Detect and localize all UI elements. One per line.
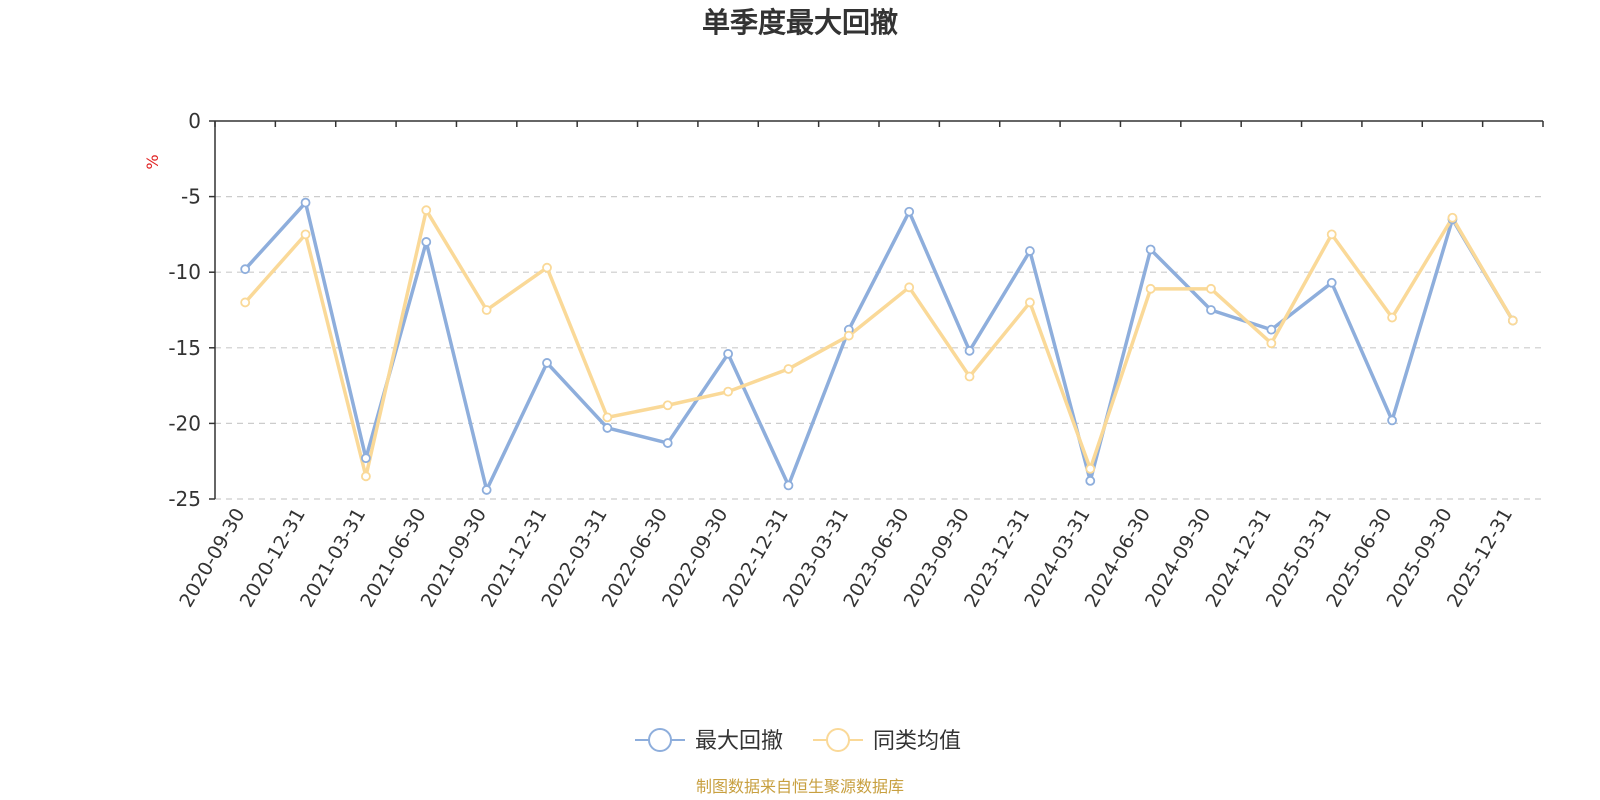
y-tick-labels: 0 -5 -10 -15 -20 -25: [168, 109, 201, 511]
data-point[interactable]: [1326, 277, 1337, 288]
data-point[interactable]: [240, 297, 251, 308]
y-tick-label: 0: [188, 109, 201, 133]
data-point[interactable]: [602, 423, 613, 433]
series-line-1: [243, 208, 1515, 479]
data-point[interactable]: [1145, 283, 1156, 294]
data-point[interactable]: [421, 205, 432, 216]
data-point[interactable]: [1326, 229, 1337, 240]
data-point[interactable]: [300, 197, 311, 208]
data-point[interactable]: [1266, 324, 1277, 335]
y-tick-label: -20: [168, 411, 201, 435]
data-point[interactable]: [783, 480, 794, 491]
y-tick-label: -10: [168, 260, 201, 284]
data-point[interactable]: [361, 453, 371, 464]
data-point[interactable]: [1447, 212, 1458, 223]
legend-label: 最大回撤: [695, 729, 783, 754]
data-point[interactable]: [723, 386, 733, 397]
data-point[interactable]: [542, 358, 552, 368]
data-point[interactable]: [662, 438, 673, 448]
grid-lines: [215, 196, 1543, 500]
data-point[interactable]: [783, 364, 794, 374]
chart-title: 单季度最大回撤: [702, 6, 898, 39]
data-point[interactable]: [1025, 297, 1035, 308]
data-point[interactable]: [481, 485, 492, 495]
data-point[interactable]: [1145, 244, 1156, 255]
data-point[interactable]: [1387, 415, 1397, 426]
x-tick-labels: 2020-09-302020-12-312021-03-312021-06-30…: [175, 504, 1517, 611]
data-point[interactable]: [904, 282, 915, 293]
data-point[interactable]: [361, 471, 371, 482]
data-point[interactable]: [723, 348, 733, 359]
legend-marker: [826, 728, 850, 752]
data-point[interactable]: [904, 206, 915, 217]
y-tick-label: -5: [181, 185, 201, 209]
data-point[interactable]: [481, 305, 492, 315]
data-point[interactable]: [964, 371, 975, 382]
legend-item-1[interactable]: 同类均值: [813, 728, 961, 754]
data-source-note: 制图数据来自恒生聚源数据库: [696, 777, 904, 796]
data-point[interactable]: [964, 345, 975, 356]
data-point[interactable]: [1206, 283, 1216, 294]
data-point[interactable]: [1085, 475, 1096, 486]
data-point[interactable]: [421, 237, 432, 247]
series-lines: [240, 197, 1518, 495]
x-tick-label: 2025-12-31: [1443, 505, 1517, 612]
legend-marker: [648, 728, 672, 752]
legend[interactable]: 最大回撤 同类均值: [635, 728, 961, 754]
data-point[interactable]: [662, 400, 673, 411]
data-point[interactable]: [1387, 312, 1397, 323]
data-point[interactable]: [602, 412, 613, 423]
data-point[interactable]: [1025, 246, 1035, 256]
series-line-0: [243, 200, 1515, 492]
data-point[interactable]: [240, 264, 251, 275]
data-point[interactable]: [300, 229, 311, 240]
legend-label: 同类均值: [873, 729, 961, 754]
data-point[interactable]: [843, 330, 854, 341]
axes: [209, 120, 1544, 500]
data-point[interactable]: [1206, 305, 1216, 315]
legend-item-0[interactable]: 最大回撤: [635, 728, 783, 754]
y-tick-label: -25: [168, 487, 201, 511]
data-point[interactable]: [1266, 338, 1277, 349]
data-point[interactable]: [1085, 463, 1096, 474]
y-tick-label: -15: [168, 336, 201, 360]
y-axis-unit: %: [143, 154, 162, 169]
data-point[interactable]: [542, 262, 552, 273]
data-point[interactable]: [1507, 315, 1518, 326]
